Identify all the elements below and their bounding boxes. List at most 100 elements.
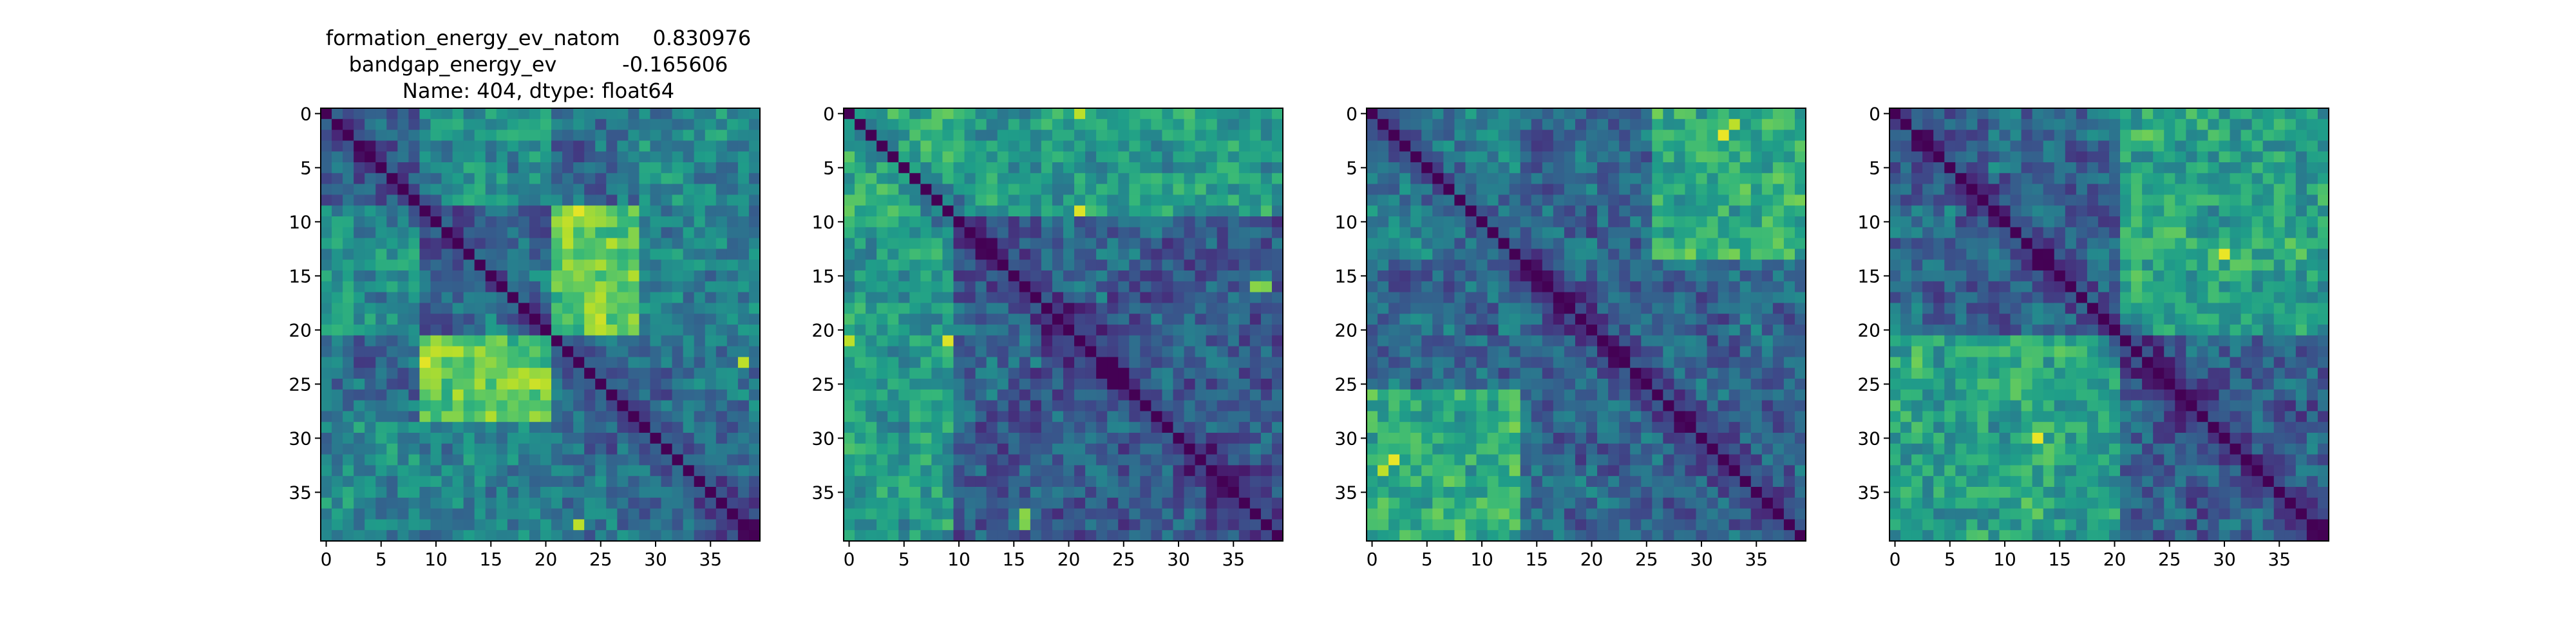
heatmap-cell [408,508,421,520]
heatmap-cell [628,151,640,163]
y-tick-label: 30 [289,428,312,449]
heatmap-cell [1608,357,1620,368]
heatmap-cell [1432,400,1444,412]
heatmap-cell [1271,389,1283,401]
heatmap-cell [606,129,618,141]
heatmap-cell [1063,292,1075,303]
heatmap-cell [1085,281,1097,293]
heatmap-cell [1151,454,1163,466]
heatmap-cell [1107,162,1119,174]
heatmap-cell [1041,519,1053,531]
heatmap-cell [650,194,662,206]
heatmap-cell [997,205,1009,217]
heatmap-cell [518,270,530,282]
heatmap-cell [639,205,651,217]
heatmap-cell [529,368,541,379]
heatmap-cell [1096,487,1108,498]
heatmap-cell [1129,249,1141,260]
heatmap-cell [1685,314,1697,325]
heatmap-cell [1750,314,1763,325]
heatmap-cell [1575,325,1587,336]
heatmap-cell [1195,379,1207,390]
heatmap-cell [997,519,1009,531]
heatmap-cell [953,465,965,477]
heatmap-cell [964,389,976,401]
heatmap-cell [650,487,662,498]
heatmap-cell [1096,194,1108,206]
heatmap-cell [551,238,563,249]
heatmap-cell [365,184,376,195]
heatmap-cell [1454,108,1466,120]
heatmap-cell [964,205,976,217]
heatmap-cell [1575,379,1587,390]
heatmap-cell [683,173,695,185]
heatmap-cell [975,108,987,120]
heatmap-cell [1260,216,1273,228]
heatmap-cell [920,292,932,303]
heatmap-cell [343,194,354,206]
heatmap-cell [1761,129,1774,141]
heatmap-cell [584,530,596,542]
heatmap-cell [321,151,332,163]
heatmap-cell [1063,118,1075,131]
heatmap-cell [953,508,965,520]
heatmap-cell [1750,389,1763,401]
heatmap-cell [2175,108,2186,120]
heatmap-cell [606,508,618,520]
heatmap-cell [1173,108,1185,120]
heatmap-cell [1162,216,1174,228]
heatmap-cell [1249,162,1262,174]
heatmap-cell [1696,140,1708,152]
heatmap-cell [866,530,877,542]
heatmap-cells [844,108,1283,542]
heatmap-cell [1421,368,1433,379]
heatmap-cell [748,454,761,466]
heatmap-cell [1227,454,1240,466]
heatmap-cell [1129,368,1141,379]
heatmap-cell [997,476,1009,488]
heatmap-cell [1410,303,1422,314]
heatmap-cell [441,140,453,152]
heatmap-cell [540,433,552,444]
heatmap-cell [1367,270,1378,282]
heatmap-cell [1085,519,1097,531]
x-tick-label: 20 [535,549,558,570]
heatmap-cell [1575,140,1587,152]
heatmap-cell [1388,400,1400,412]
heatmap-cell [661,129,673,141]
heatmap-cell [365,487,376,498]
heatmap-cell [518,108,530,120]
heatmap-cell [1597,314,1609,325]
heatmap-cell [1271,335,1283,347]
heatmap-cell [1674,379,1686,390]
heatmap-cell [529,389,541,401]
heatmap-cell [1542,454,1554,466]
heatmap-cell [354,379,365,390]
heatmap-cell [1772,411,1785,422]
heatmap-cell [1271,281,1283,293]
heatmap-cell [1553,454,1565,466]
heatmap-cell [715,292,728,303]
heatmap-cell [375,346,387,357]
heatmap-cell [628,281,640,293]
heatmap-cell [1019,281,1031,293]
heatmap-cell [1597,487,1609,498]
heatmap-cell [1184,238,1196,249]
heatmap-cell [1520,292,1532,303]
heatmap-cell [1652,216,1663,228]
heatmap-cell [1586,173,1598,185]
heatmap-cell [1641,389,1653,401]
heatmap-cell [1260,346,1273,357]
heatmap-cell [1052,530,1064,542]
heatmap-cell [562,303,574,314]
heatmap-cell [694,476,706,488]
heatmap-cell [419,454,431,466]
heatmap-cell [485,379,497,390]
heatmap-cell [1421,357,1433,368]
heatmap-cell [1140,292,1151,303]
heatmap-cell [726,379,739,390]
heatmap-cell [1696,411,1708,422]
heatmap-cell [1432,508,1444,520]
heatmap-cell [321,335,332,347]
heatmap-cell [397,519,409,531]
